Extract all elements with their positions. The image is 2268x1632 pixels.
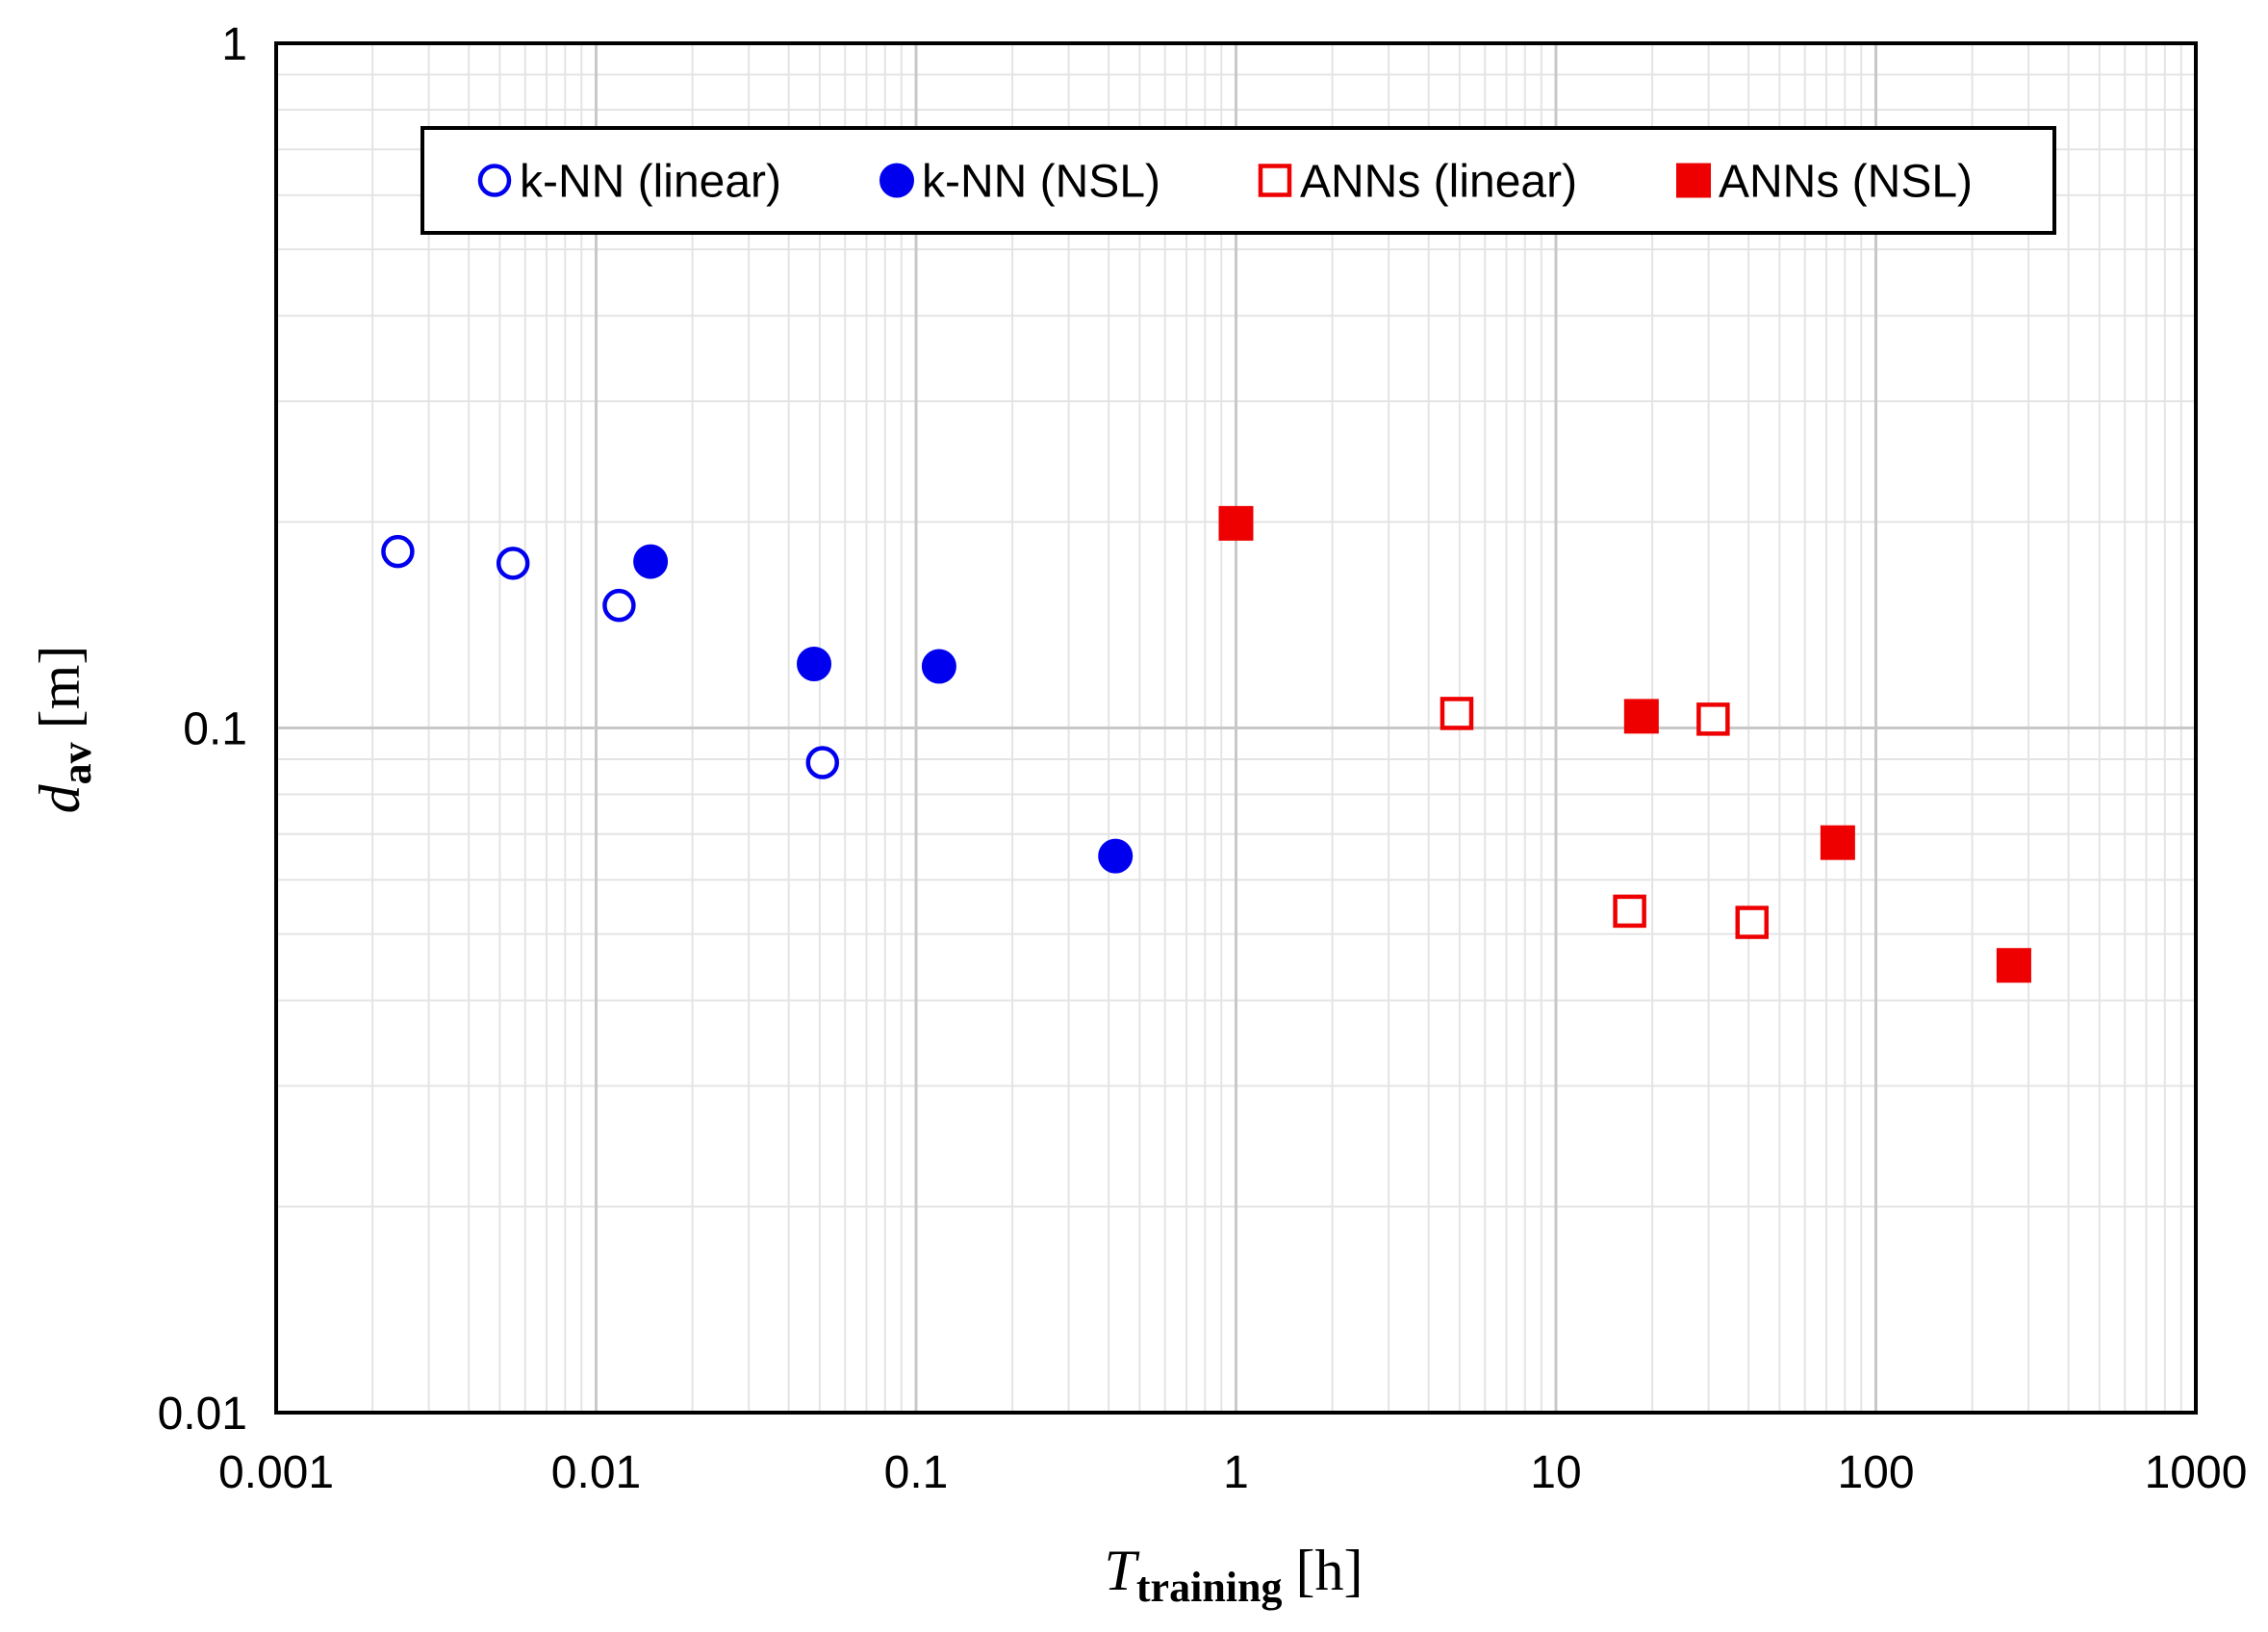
x-tick-label: 100 (1837, 1447, 1914, 1498)
legend-label: ANNs (linear) (1300, 157, 1577, 208)
tick-labels: 0.001 0.01 0.1 1 10 100 1000 0.01 0.1 1 (158, 19, 2248, 1498)
plot-frame (274, 41, 2198, 1415)
x-axis-title-main: T (1105, 1539, 1140, 1602)
y-tick-label: 0.01 (158, 1389, 247, 1440)
series-k-nn-nsl (633, 544, 1134, 874)
data-points (381, 505, 2031, 983)
data-point (1996, 948, 2031, 983)
series-k-nn-linear (381, 534, 840, 779)
data-point (1218, 505, 1254, 541)
x-tick-label: 0.1 (884, 1447, 949, 1498)
data-point (1098, 838, 1134, 874)
legend-label: k-NN (NSL) (922, 157, 1160, 208)
plot-border (274, 41, 2198, 1415)
legend-entry: k-NN (NSL) (879, 157, 1160, 208)
legend-box (420, 126, 2056, 235)
series-anns-linear (1440, 697, 1770, 939)
x-tick-label: 1 (1223, 1447, 1249, 1498)
data-point (1735, 905, 1770, 939)
grid (274, 41, 2198, 1415)
y-axis-title-main: d (28, 783, 91, 813)
data-point (496, 547, 530, 580)
x-axis-title: Ttraining [h] (1105, 1539, 1363, 1611)
y-tick-label: 0.1 (183, 704, 247, 755)
data-point (1613, 894, 1646, 929)
series-anns-nsl (1218, 505, 2031, 983)
x-axis-title-unit: [h] (1295, 1539, 1363, 1602)
x-tick-label: 0.01 (551, 1447, 641, 1498)
x-tick-label: 1000 (2145, 1447, 2248, 1498)
data-point (805, 746, 840, 779)
y-tick-label: 1 (221, 19, 247, 70)
data-point (1696, 702, 1730, 736)
y-axis-title-unit: [m] (28, 646, 91, 729)
data-point (921, 649, 956, 684)
data-point (633, 544, 669, 579)
x-tick-label: 0.001 (218, 1447, 334, 1498)
x-tick-label: 10 (1530, 1447, 1581, 1498)
data-point (602, 588, 636, 623)
legend-label: k-NN (linear) (520, 157, 781, 208)
data-point (797, 647, 832, 682)
legend-marker (1676, 163, 1711, 198)
legend-entry: ANNs (linear) (1258, 157, 1577, 208)
legend-entry: ANNs (NSL) (1676, 157, 1973, 208)
y-axis-title-sub: av (53, 742, 100, 784)
legend-marker (477, 164, 512, 197)
legend-entry: k-NN (linear) (477, 157, 781, 208)
x-axis-title-sub: training (1136, 1564, 1283, 1611)
data-point (1623, 699, 1659, 734)
data-point (381, 534, 415, 569)
legend-marker (1258, 164, 1292, 197)
data-point (1820, 825, 1855, 860)
legend-marker (879, 163, 914, 198)
legend-label: ANNs (NSL) (1719, 157, 1973, 208)
legend: k-NN (linear) k-NN (NSL) ANNs (linear) ANNs… (420, 126, 2056, 235)
y-axis-title: dav [m] (28, 646, 100, 814)
data-point (1440, 697, 1474, 730)
